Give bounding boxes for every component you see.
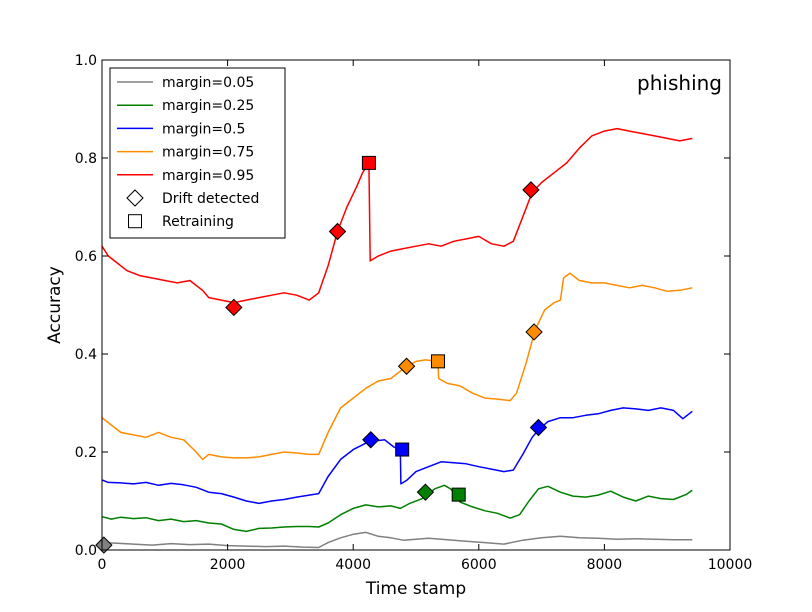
x-tick-label: 4000: [335, 557, 371, 573]
series-line-margin-0-05: [101, 531, 693, 549]
x-axis-label: Time stamp: [365, 579, 466, 599]
x-tick-label: 8000: [587, 557, 623, 573]
drift-marker: [416, 483, 435, 501]
x-tick-label: 6000: [461, 557, 497, 573]
series-line-margin-0-25: [101, 484, 693, 533]
legend-retrain-label: Retraining: [162, 214, 234, 230]
y-tick-label: 1.0: [75, 53, 97, 69]
retrain-marker: [395, 442, 410, 457]
drift-marker: [529, 418, 548, 437]
legend-label-margin-0-5: margin=0.5: [162, 121, 245, 137]
y-tick-label: 0.2: [75, 445, 97, 461]
legend-items: margin=0.05 margin=0.25 margin=0.5 margin=0…: [117, 75, 259, 230]
retrain-marker: [361, 155, 376, 170]
legend-drift-marker: [126, 189, 144, 207]
drift-marker: [525, 323, 543, 341]
x-tick-label: 0: [98, 557, 107, 573]
series-line-margin-0-75: [101, 272, 693, 461]
legend-box: [109, 67, 286, 239]
drift-marker: [95, 536, 113, 554]
legend-label-margin-0-05: margin=0.05: [162, 75, 254, 91]
drift-marker: [362, 431, 380, 449]
legend-label-margin-0-25: margin=0.25: [162, 98, 254, 114]
legend-retrain-marker: [128, 214, 142, 229]
legend-label-margin-0-95: margin=0.95: [162, 168, 254, 184]
series-line-margin-0-5: [101, 407, 693, 505]
drift-marker: [397, 357, 416, 375]
y-tick-label: 0.6: [75, 249, 97, 265]
retrain-marker: [430, 354, 445, 369]
marker-layer: [95, 155, 548, 554]
chart-title: phishing: [637, 71, 722, 95]
x-tick-label: 10000: [708, 557, 753, 573]
drift-marker: [225, 298, 243, 317]
x-tick-label: 2000: [210, 557, 246, 573]
legend-label-margin-0-75: margin=0.75: [162, 145, 254, 161]
y-tick-label: 0.0: [75, 543, 97, 559]
series-line-margin-0-95: [101, 127, 693, 304]
retrain-marker: [451, 487, 466, 502]
y-tick-label: 0.8: [75, 151, 97, 167]
y-axis-label: Accuracy: [45, 266, 65, 344]
drift-marker: [522, 181, 540, 199]
y-tick-label: 0.4: [75, 347, 97, 363]
axis-layer: 0 2000 4000 6000 8000 10000 0.0 0.2 0.4 0.6 0.8 1.0: [75, 53, 753, 573]
legend: margin=0.05 margin=0.25 margin=0.5 margin=0…: [109, 67, 286, 239]
plot-frame: [101, 59, 731, 551]
drift-marker: [328, 222, 347, 241]
series-layer: [101, 127, 693, 549]
legend-drift-label: Drift detected: [162, 191, 259, 207]
